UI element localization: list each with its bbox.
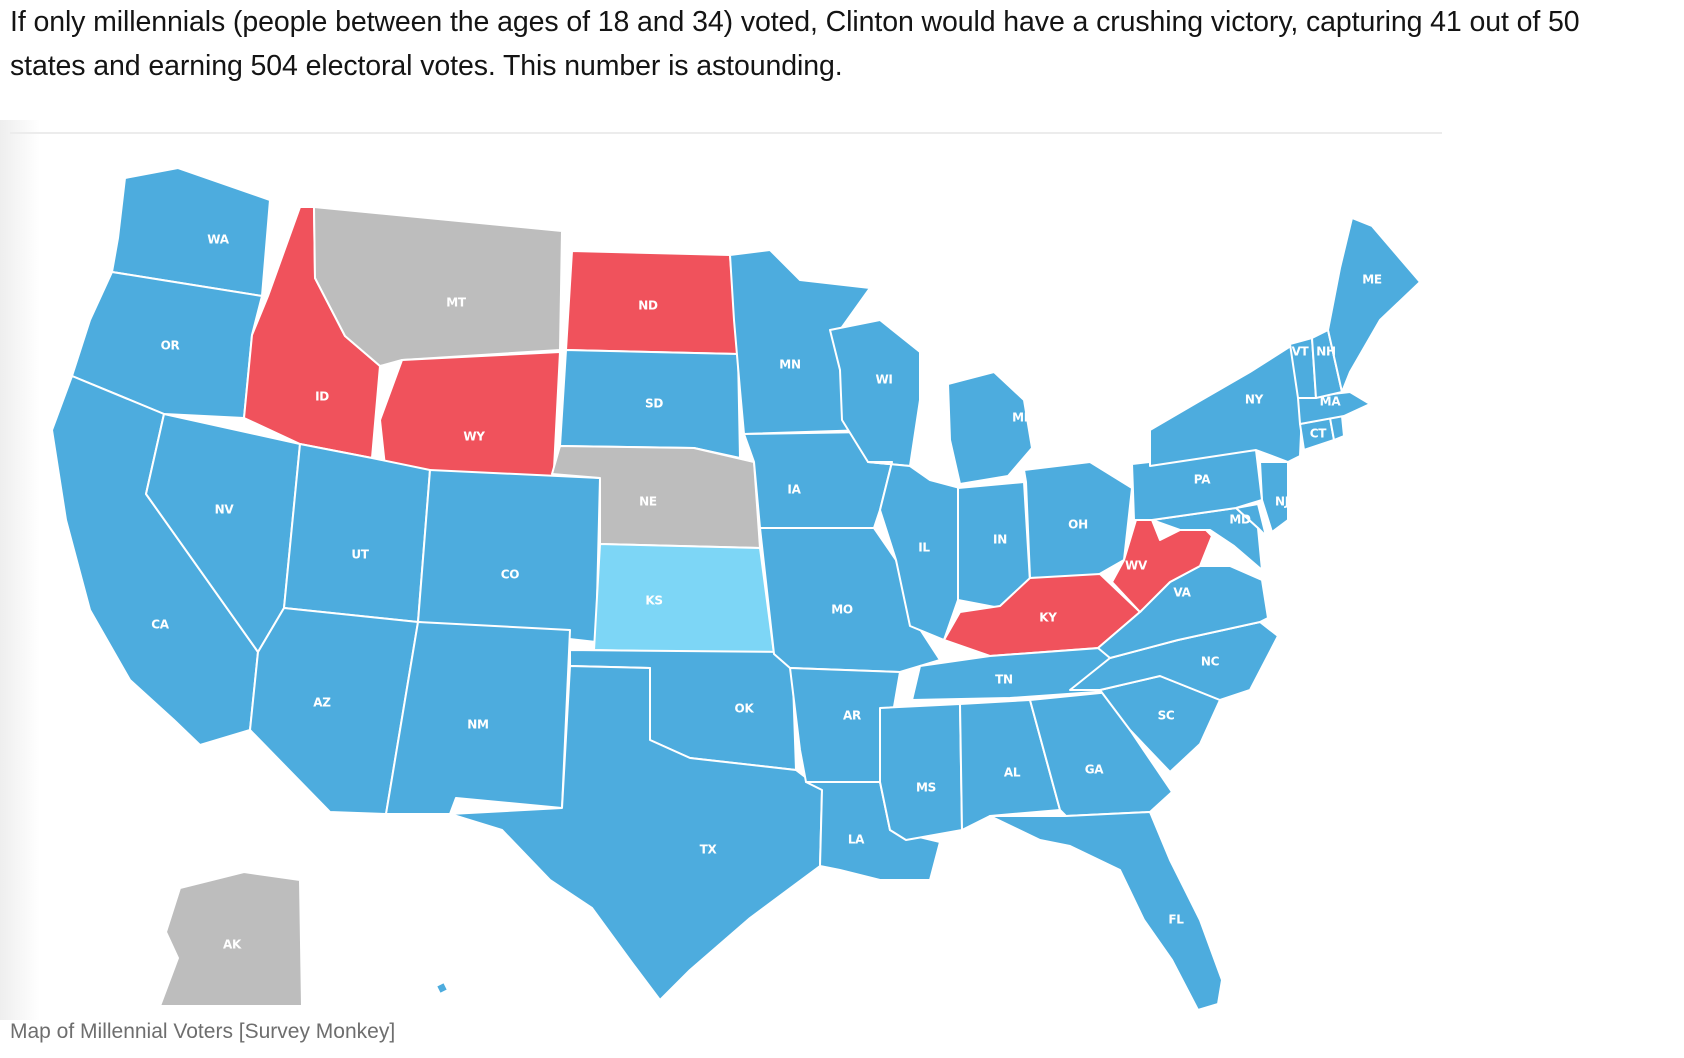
state-label-nd: ND [638,299,658,313]
state-tx [449,665,823,1001]
state-label-nm: NM [467,718,488,732]
state-label-az: AZ [313,696,331,710]
state-label-in: IN [993,533,1007,547]
state-mo [759,527,941,673]
state-label-ky: KY [1039,611,1057,625]
state-label-fl: FL [1168,913,1184,927]
state-label-ma: MA [1320,395,1342,409]
article-paragraph: If only millennials (people between the … [10,0,1680,88]
state-label-mi: MI [1012,411,1028,425]
state-label-il: IL [918,541,930,555]
state-label-ia: IA [787,483,801,497]
label-layer: WA OR CA NV ID MT WY UT AZ CO NM ND SD NE KS OK TX MN IA MO… [151,233,1382,952]
state-ak [159,871,303,1007]
figure-caption: Map of Millennial Voters [Survey Monkey] [10,1020,396,1043]
state-label-la: LA [848,833,865,847]
state-label-ks: KS [645,594,662,608]
state-label-mt: MT [446,296,467,310]
state-label-pa: PA [1194,473,1211,487]
state-de [1235,503,1267,537]
state-ms [879,703,963,841]
state-hi [435,981,449,995]
state-mi [947,371,1033,485]
state-fl [989,811,1223,1011]
state-label-md: MD [1229,513,1251,527]
state-label-ak: AK [223,938,242,952]
us-electoral-map: WA OR CA NV ID MT WY UT AZ CO NM ND SD NE KS OK TX MN IA MO… [51,167,1421,1011]
state-label-ar: AR [843,709,861,723]
state-label-nc: NC [1201,655,1220,669]
figure-divider [10,132,1442,134]
state-label-va: VA [1173,586,1191,600]
state-label-ny: NY [1245,393,1264,407]
state-me [1327,217,1421,393]
state-label-ca: CA [151,618,170,632]
state-label-sc: SC [1158,709,1175,723]
state-label-id: ID [315,390,329,404]
state-label-or: OR [161,339,180,353]
state-nm [385,621,571,815]
state-label-wy: WY [463,430,485,444]
state-label-nv: NV [215,503,235,517]
state-label-ut: UT [351,548,369,562]
state-label-nj: NJ [1275,495,1289,509]
state-al [959,699,1061,831]
state-label-mn: MN [779,358,800,372]
state-label-wa: WA [207,233,229,247]
state-label-vt: VT [1292,345,1310,359]
figure-shadow [0,120,40,1020]
state-label-ok: OK [735,702,755,716]
state-ks [593,543,775,655]
state-label-ga: GA [1085,763,1105,777]
state-label-ms: MS [916,781,936,795]
paragraph-line-1: If only millennials (people between the … [10,6,1580,38]
state-label-al: AL [1004,766,1021,780]
state-mt [313,206,563,367]
state-label-tx: TX [700,843,718,857]
state-layer [51,167,1421,1011]
state-oh [1023,461,1133,579]
state-co [417,469,601,643]
state-label-wi: WI [875,373,892,387]
state-label-ct: CT [1310,427,1328,441]
state-label-sd: SD [645,397,663,411]
state-label-co: CO [501,568,520,582]
state-label-wv: WV [1125,559,1148,573]
state-label-tn: TN [995,673,1013,687]
state-label-oh: OH [1068,518,1088,532]
state-ny [1149,343,1303,467]
state-label-ne: NE [639,495,657,509]
state-label-nh: NH [1316,345,1336,359]
state-label-me: ME [1362,273,1382,287]
state-label-mo: MO [831,603,853,617]
state-ut [283,443,431,623]
paragraph-line-2: states and earning 504 electoral votes. … [10,50,843,82]
